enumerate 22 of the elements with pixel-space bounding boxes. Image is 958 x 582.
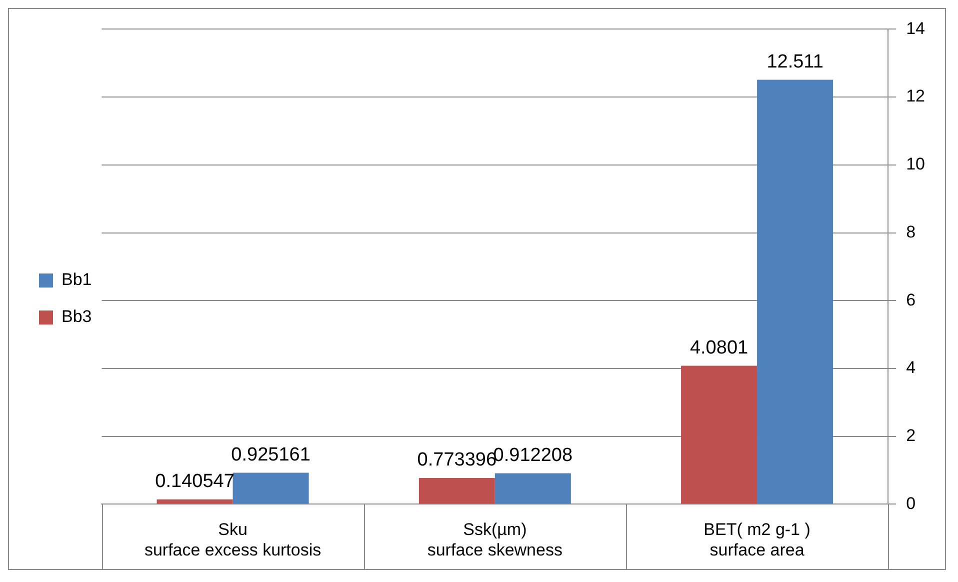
bar [494,473,571,504]
bar [681,366,758,504]
bar [757,80,834,504]
bar [232,472,309,504]
data-label: 0.925161 [231,444,310,466]
legend-label: Bb1 [62,270,92,290]
x-tick-label: Sku surface excess kurtosis [144,520,322,560]
y-tick-label: 6 [906,290,916,310]
x-tick-label: Ssk(µm) surface skewness [427,520,562,560]
y-tick-label: 8 [906,222,916,242]
data-label: 12.511 [766,51,824,72]
bar [418,478,495,504]
bar [156,499,233,504]
x-tick-label: BET( m2 g-1 ) surface area [704,520,810,560]
data-label: 4.0801 [690,338,748,358]
y-tick-label: 10 [906,154,926,174]
y-tick-label: 2 [906,426,916,446]
y-tick-label: 14 [906,18,926,38]
y-tick-label: 4 [906,358,916,378]
legend-label: Bb3 [62,307,92,326]
y-tick-label: 0 [906,494,916,513]
y-tick-label: 12 [906,86,926,106]
